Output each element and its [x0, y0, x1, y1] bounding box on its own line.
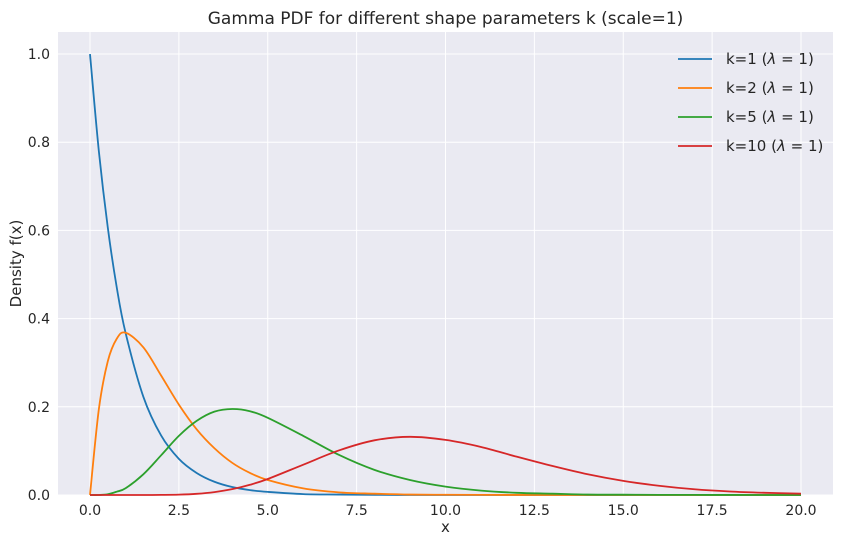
legend-label: k=5 (λ = 1)	[726, 108, 814, 126]
x-tick-label: 10.0	[430, 503, 461, 519]
x-tick-label: 12.5	[519, 503, 550, 519]
legend: k=1 (λ = 1) k=2 (λ = 1) k=5 (λ = 1) k=10 (λ…	[678, 50, 823, 155]
series-line-k5	[89, 408, 802, 496]
x-axis-label: x	[441, 518, 450, 536]
legend-label: k=1 (λ = 1)	[726, 50, 814, 68]
y-axis-label: Density f(x)	[7, 220, 25, 308]
x-tick-label: 2.5	[168, 503, 190, 519]
y-tick-label: 0.2	[28, 400, 50, 416]
x-tick-label: 0.0	[79, 503, 101, 519]
chart-title: Gamma PDF for different shape parameters…	[208, 9, 684, 29]
series-line-k10	[90, 435, 802, 496]
x-tick-label: 7.5	[345, 503, 367, 519]
y-tick-label: 0.0	[28, 488, 50, 504]
x-tick-label: 20.0	[785, 503, 816, 519]
legend-label: k=2 (λ = 1)	[726, 79, 814, 97]
series-lines	[89, 53, 802, 496]
y-tick-label: 0.4	[28, 312, 50, 328]
x-tick-label: 17.5	[697, 503, 728, 519]
y-tick-label: 0.8	[28, 135, 50, 151]
x-tick-label: 15.0	[608, 503, 639, 519]
x-tick-label: 5.0	[257, 503, 279, 519]
legend-label: k=10 (λ = 1)	[726, 137, 823, 155]
y-tick-label: 1.0	[28, 47, 50, 63]
tick-labels: 0.0 2.5 5.0 7.5 10.0 12.5 15.0 17.5 20.0 0.0 0.2 0.…	[28, 47, 817, 519]
y-tick-label: 0.6	[28, 223, 50, 239]
